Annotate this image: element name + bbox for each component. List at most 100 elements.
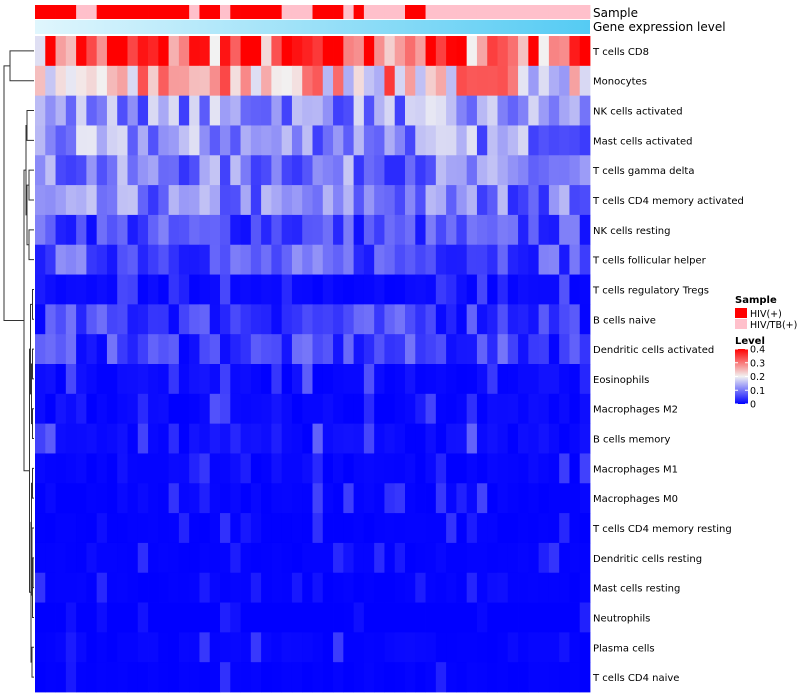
heatmap-cell <box>374 95 385 126</box>
heatmap-cell <box>106 632 118 663</box>
heatmap-cell <box>106 483 118 514</box>
heatmap-cell <box>507 214 519 246</box>
heatmap-cell <box>363 36 375 67</box>
row-label: T cells follicular helper <box>592 256 707 267</box>
heatmap-cell <box>579 244 591 275</box>
row-label: Macrophages M2 <box>593 405 678 416</box>
heatmap-cell <box>435 334 447 365</box>
heatmap-cell <box>435 453 447 484</box>
heatmap-cell <box>415 513 426 544</box>
heatmap-cell <box>415 662 426 693</box>
sample-annotation-cell <box>106 5 118 19</box>
heatmap-cell <box>240 304 252 335</box>
heatmap-cell <box>466 662 478 693</box>
heatmap-cell <box>117 632 128 663</box>
heatmap-cell <box>446 542 457 574</box>
heatmap-cell <box>333 513 344 544</box>
heatmap-cell <box>548 95 560 126</box>
heatmap-cell <box>322 453 334 484</box>
heatmap-cell <box>96 572 108 603</box>
heatmap-cell <box>446 662 457 693</box>
heatmap-cell <box>168 125 180 156</box>
heatmap-cell <box>579 632 591 663</box>
heatmap-cell <box>415 572 426 603</box>
heatmap-cell <box>199 453 211 484</box>
heatmap-cell <box>240 95 252 126</box>
heatmap-cell <box>322 483 334 514</box>
heatmap-cell <box>394 483 406 514</box>
heatmap-cell <box>45 632 56 663</box>
heatmap-cell <box>384 185 396 216</box>
heatmap-cell <box>487 423 498 454</box>
heatmap-cell <box>148 513 159 544</box>
heatmap-cell <box>322 393 334 425</box>
heatmap-cell <box>425 125 437 156</box>
heatmap-cell <box>353 334 365 365</box>
heatmap-cell <box>579 662 591 693</box>
heatmap-cell <box>333 274 344 305</box>
heatmap-cell <box>127 155 139 186</box>
heatmap-cell <box>322 244 334 275</box>
heatmap-cell <box>579 572 591 603</box>
heatmap-cell <box>435 393 447 425</box>
heatmap-cell <box>456 125 468 156</box>
heatmap-cell <box>476 214 488 246</box>
heatmap-cell <box>374 36 385 67</box>
heatmap-cell <box>55 95 67 126</box>
heatmap-cell <box>261 155 272 186</box>
heatmap-cell <box>569 334 581 365</box>
heatmap-cell <box>230 214 241 246</box>
heatmap-cell <box>158 214 170 246</box>
heatmap-cell <box>548 662 560 693</box>
heatmap-cell <box>168 244 180 275</box>
heatmap-cell <box>45 513 56 544</box>
heatmap-cell <box>538 95 550 126</box>
heatmap-cell <box>579 155 591 186</box>
heatmap-cell <box>456 602 468 633</box>
heatmap-cell <box>230 185 241 216</box>
heatmap-cell <box>394 632 406 663</box>
heatmap-cell <box>96 632 108 663</box>
heatmap-cell <box>76 602 87 633</box>
heatmap-cell <box>487 274 498 305</box>
heatmap-cell <box>548 36 560 67</box>
sample-annotation-cell <box>250 5 262 19</box>
heatmap-cell <box>230 393 241 425</box>
heatmap-cell <box>302 572 313 603</box>
heatmap-cell <box>137 244 149 275</box>
heatmap-cell <box>312 125 324 156</box>
heatmap-cell <box>65 513 77 544</box>
heatmap-cell <box>528 334 540 365</box>
dendrogram-branch <box>32 408 34 440</box>
heatmap-cell <box>466 36 478 67</box>
heatmap-cell <box>548 453 560 484</box>
row-label: NK cells resting <box>593 226 670 237</box>
heatmap-cell <box>394 214 406 246</box>
heatmap-cell <box>35 513 46 544</box>
heatmap-cell <box>271 513 283 544</box>
heatmap-cell <box>579 393 591 425</box>
heatmap-cell <box>394 453 406 484</box>
heatmap-cell <box>189 423 200 454</box>
heatmap-cell <box>250 304 262 335</box>
heatmap-cell <box>199 513 211 544</box>
heatmap-cell <box>240 65 252 97</box>
heatmap-cell <box>302 185 313 216</box>
row-label: Plasma cells <box>593 643 655 654</box>
heatmap-cell <box>456 393 468 425</box>
heatmap-cell <box>35 632 46 663</box>
heatmap-cell <box>343 155 355 186</box>
heatmap-cell <box>569 95 581 126</box>
heatmap-cell <box>199 542 211 574</box>
heatmap-cell <box>559 364 570 395</box>
heatmap-cell <box>86 244 98 275</box>
heatmap-cell <box>168 453 180 484</box>
heatmap-cell <box>302 304 313 335</box>
heatmap-cell <box>333 155 344 186</box>
heatmap-cell <box>435 125 447 156</box>
heatmap-cell <box>76 214 87 246</box>
sample-annotation-cell <box>55 5 67 19</box>
heatmap-cell <box>178 36 190 67</box>
heatmap-cell <box>291 125 303 156</box>
heatmap-cell <box>148 244 159 275</box>
